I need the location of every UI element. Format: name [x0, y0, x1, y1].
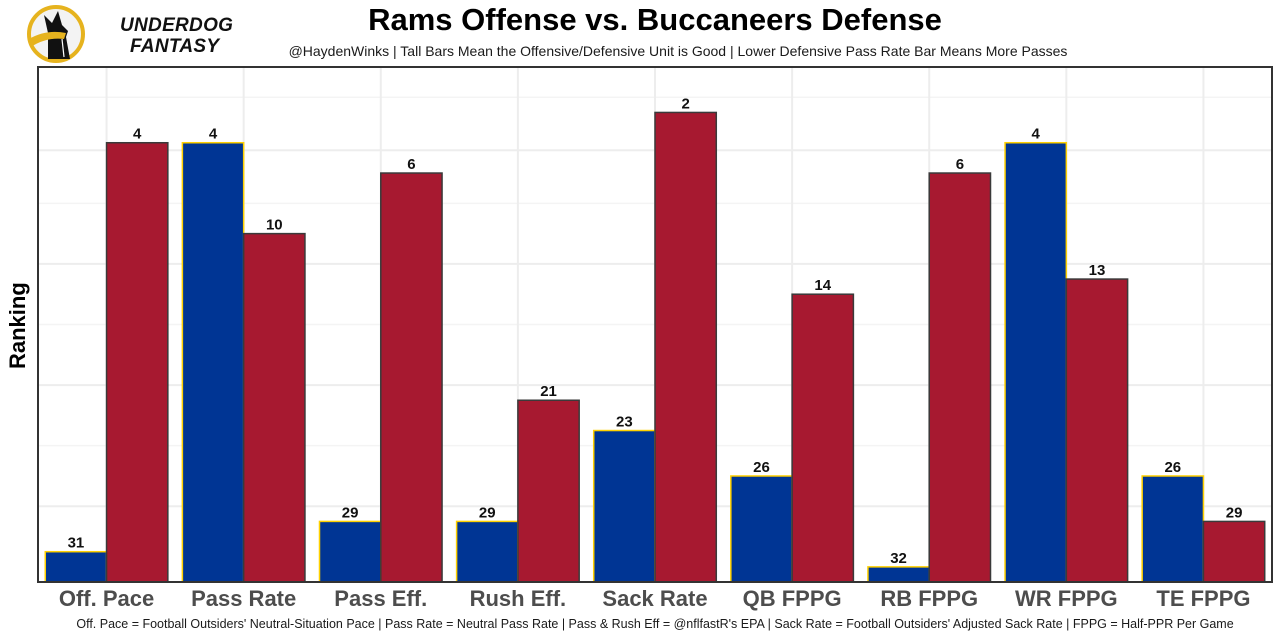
defense-bar: [517, 399, 580, 583]
defense-bar: [791, 293, 855, 583]
offense-rank-label: 26: [753, 459, 770, 476]
defense-rank-label: 14: [814, 277, 831, 294]
chart-title: Rams Offense vs. Buccaneers Defense: [368, 2, 942, 37]
underdog-fantasy-logo: UNDERDOG FANTASY: [26, 3, 233, 65]
offense-bar: [1004, 141, 1068, 583]
offense-rank-label: 4: [1032, 126, 1041, 143]
offense-rank-label: 26: [1164, 459, 1181, 476]
offense-bar: [455, 520, 519, 583]
offense-bar: [867, 566, 930, 583]
x-tick-label: Sack Rate: [602, 586, 707, 611]
data-labels: 31 4 4 10 29 6 29 21 23 2 26 14 32 6 4 13 26 29: [68, 95, 1243, 566]
defense-rank-label: 13: [1089, 262, 1106, 279]
offense-bar: [181, 141, 245, 583]
defense-rank-label: 10: [266, 217, 283, 234]
chart-subtitle: @HaydenWinks | Tall Bars Mean the Offens…: [288, 43, 1068, 59]
defense-rank-label: 4: [133, 126, 142, 143]
defense-bar: [105, 141, 169, 583]
offense-rank-label: 29: [342, 504, 359, 521]
x-tick-label: RB FPPG: [880, 586, 978, 611]
logo-line-1: UNDERDOG: [120, 15, 234, 36]
chart-caption: Off. Pace = Football Outsiders' Neutral-…: [76, 617, 1234, 631]
offense-rank-label: 29: [479, 504, 496, 521]
defense-bar: [928, 172, 992, 583]
offense-bar: [44, 550, 108, 583]
x-tick-label: QB FPPG: [743, 586, 842, 611]
x-axis-ticks: Off. Pace Pass Rate Pass Eff. Rush Eff. Sack…: [59, 586, 1251, 611]
x-tick-label: Pass Rate: [191, 586, 296, 611]
x-tick-label: Pass Eff.: [334, 586, 427, 611]
defense-rank-label: 29: [1226, 504, 1243, 521]
offense-rank-label: 4: [209, 126, 218, 143]
offense-rank-label: 32: [890, 550, 907, 567]
defense-bar: [242, 232, 306, 583]
defense-bar: [380, 172, 443, 583]
defense-rank-label: 2: [681, 95, 689, 112]
x-tick-label: TE FPPG: [1156, 586, 1250, 611]
defense-rank-label: 21: [540, 383, 557, 400]
defense-bar: [1202, 520, 1266, 583]
x-tick-label: WR FPPG: [1015, 586, 1118, 611]
x-tick-label: Off. Pace: [59, 586, 154, 611]
logo-wordmark: UNDERDOG FANTASY: [120, 15, 233, 57]
bars: [44, 111, 1266, 583]
offense-bar: [318, 520, 382, 583]
defense-rank-label: 6: [956, 156, 964, 173]
x-tick-label: Rush Eff.: [470, 586, 567, 611]
defense-rank-label: 6: [407, 156, 415, 173]
defense-bar: [1065, 278, 1129, 583]
dog-logo-icon: [27, 5, 85, 63]
offense-bar: [730, 475, 793, 583]
offense-bar: [592, 429, 656, 583]
plot-border: [37, 66, 1273, 583]
defense-bar: [654, 111, 718, 583]
offense-bar: [1141, 475, 1205, 583]
offense-rank-label: 31: [68, 535, 85, 552]
logo-line-2: FANTASY: [130, 36, 220, 57]
offense-rank-label: 23: [616, 414, 633, 431]
